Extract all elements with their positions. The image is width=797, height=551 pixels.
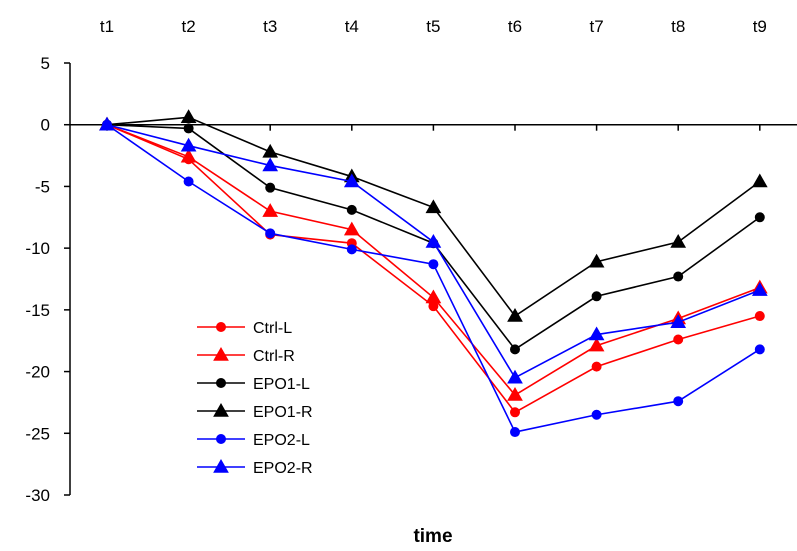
y-tick-label: -25 [25, 424, 50, 443]
legend: Ctrl-L Ctrl-R EPO1-L EPO1-R EPO2-L EPO2-R [197, 320, 313, 477]
x-tick-label-t3: t3 [263, 17, 277, 36]
legend-label: EPO2-L [253, 432, 310, 449]
data-point-ctrl-r-t6 [507, 387, 523, 401]
data-point-epo2-r-t1 [99, 116, 115, 131]
legend-item-epo1-r: EPO1-R [197, 402, 313, 421]
data-point-epo1-l-t6 [510, 344, 520, 355]
x-tick-label-t7: t7 [590, 17, 604, 36]
x-tick-label-t2: t2 [182, 17, 196, 36]
data-point-ctrl-r-t7 [588, 337, 605, 352]
data-point-epo2-l-t5 [428, 259, 439, 270]
data-point-epo2-l-t9 [754, 344, 765, 355]
series-epo2-r [99, 116, 768, 384]
data-point-epo1-r-t5 [425, 199, 442, 214]
legend-label: EPO1-L [253, 376, 310, 393]
y-tick-label: 0 [41, 116, 50, 135]
legend-label: Ctrl-R [253, 348, 295, 365]
data-point-epo1-r-t7 [588, 253, 605, 268]
x-axis-title: time [413, 526, 452, 547]
data-point-epo1-r-t9 [751, 173, 768, 188]
legend-label: EPO2-R [253, 460, 313, 477]
series-epo1-r [99, 109, 768, 322]
data-point-epo1-r-t2 [180, 109, 197, 124]
legend-item-ctrl-l: Ctrl-L [197, 320, 292, 337]
legend-swatch-marker [213, 402, 229, 417]
data-point-epo2-r-t4 [343, 173, 360, 188]
data-point-ctrl-r-t3 [262, 203, 279, 217]
legend-label: EPO1-R [253, 404, 313, 421]
data-point-epo1-r-t3 [262, 143, 279, 158]
data-point-ctrl-r-t5 [425, 289, 442, 304]
data-point-ctrl-l-t7 [591, 361, 602, 372]
legend-item-epo2-l: EPO2-L [197, 432, 310, 449]
legend-swatch-marker [216, 434, 226, 444]
data-point-ctrl-r-t4 [343, 221, 360, 236]
y-tick-label: -10 [25, 239, 50, 258]
x-tick-label-t5: t5 [426, 17, 440, 36]
y-tick-label: -20 [25, 363, 50, 382]
legend-swatch-marker [213, 458, 229, 473]
legend-item-ctrl-r: Ctrl-R [197, 346, 295, 365]
data-point-epo2-r-t6 [507, 369, 523, 384]
data-point-epo2-l-t6 [510, 427, 520, 438]
x-tick-label-t8: t8 [671, 17, 685, 36]
x-tick-label-t4: t4 [345, 17, 359, 36]
data-point-epo1-r-t8 [670, 233, 687, 248]
data-point-epo2-r-t5 [425, 233, 442, 248]
data-point-epo1-l-t2 [183, 123, 194, 134]
legend-swatch-marker [216, 378, 226, 388]
data-point-epo2-r-t7 [588, 326, 605, 341]
data-point-epo1-l-t8 [673, 271, 684, 282]
data-point-ctrl-l-t6 [510, 407, 520, 418]
legend-swatch-marker [216, 322, 226, 332]
data-point-epo1-r-t6 [507, 308, 523, 322]
x-axis: t1 t2 t3 t4 t5 t6 t7 t8 t9 [70, 17, 797, 131]
x-tick-label-t1: t1 [100, 17, 114, 36]
data-point-epo1-l-t7 [591, 291, 602, 302]
series-epo2-l [102, 119, 765, 438]
data-point-epo2-l-t3 [265, 228, 276, 239]
y-tick-label: -15 [25, 301, 50, 320]
series-line-epo2-l [106, 124, 761, 433]
data-point-epo2-l-t7 [591, 409, 602, 420]
series-ctrl-r [99, 116, 768, 401]
y-tick-label: -30 [25, 486, 50, 505]
y-tick-label: -5 [35, 177, 50, 196]
x-tick-label-t9: t9 [753, 17, 767, 36]
data-point-epo2-r-t8 [670, 314, 687, 328]
data-point-epo1-l-t3 [265, 182, 276, 193]
legend-label: Ctrl-L [253, 320, 292, 337]
data-point-epo2-l-t4 [346, 244, 357, 255]
data-point-ctrl-r-t2 [180, 148, 197, 163]
data-point-epo2-l-t2 [183, 176, 194, 187]
y-axis: 5 0 -5 -10 -15 -20 -25 -30 [25, 54, 71, 505]
data-point-epo2-r-t3 [262, 157, 279, 172]
data-point-ctrl-l-t8 [673, 334, 684, 345]
data-point-epo1-l-t9 [754, 212, 765, 223]
data-point-epo2-r-t2 [180, 137, 197, 152]
legend-swatch-marker [213, 346, 229, 361]
legend-item-epo1-l: EPO1-L [197, 376, 310, 393]
data-point-epo2-l-t8 [673, 396, 684, 407]
data-point-epo2-r-t9 [751, 282, 768, 296]
series-line-epo2-r [106, 123, 761, 379]
data-point-ctrl-l-t9 [754, 311, 765, 322]
data-point-epo1-l-t4 [346, 204, 357, 215]
series-layer [99, 109, 768, 438]
series-line-epo1-r [106, 116, 761, 318]
legend-item-epo2-r: EPO2-R [197, 458, 313, 477]
x-tick-label-t6: t6 [508, 17, 522, 36]
y-tick-label: 5 [41, 54, 50, 73]
